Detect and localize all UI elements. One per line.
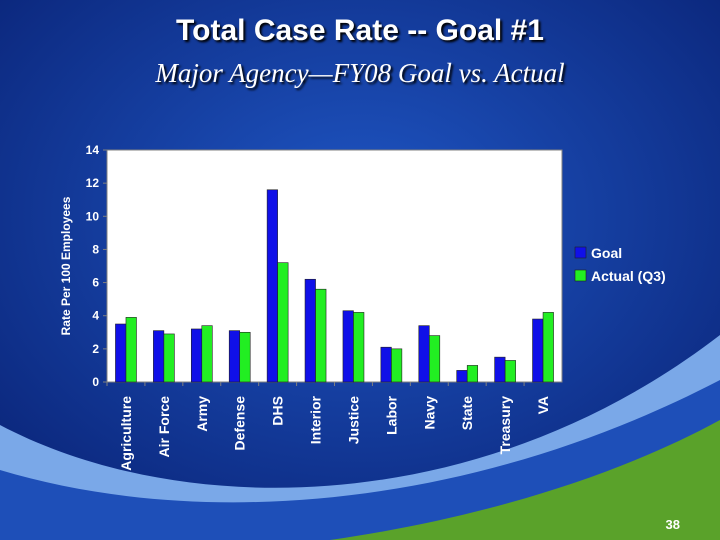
x-tick-label-army: Army <box>194 396 210 432</box>
bar-goal-navy <box>418 325 430 383</box>
x-tick-label-defense: Defense <box>232 396 248 451</box>
bar-actual-treasury <box>504 360 516 383</box>
y-tick-label: 4 <box>92 309 99 323</box>
bar-goal-treasury <box>494 356 506 383</box>
x-tick-label-va: VA <box>535 396 551 414</box>
legend-swatch-goal <box>574 246 587 259</box>
bar-actual-interior <box>315 288 327 383</box>
bar-goal-dhs <box>266 189 278 383</box>
y-tick-label: 2 <box>92 342 99 356</box>
x-tick-label-interior: Interior <box>308 395 324 444</box>
plot-area <box>106 149 563 383</box>
bar-goal-labor <box>380 346 392 383</box>
x-tick-label-air-force: Air Force <box>156 396 172 458</box>
bar-goal-justice <box>342 310 354 383</box>
legend-label-goal: Goal <box>591 245 622 261</box>
legend-label-actual: Actual (Q3) <box>591 268 666 284</box>
bar-goal-state <box>456 370 468 383</box>
slide-subtitle: Major Agency—FY08 Goal vs. Actual <box>155 58 565 88</box>
bar-goal-va <box>532 318 544 383</box>
slide-title: Total Case Rate -- Goal #1 <box>176 14 544 47</box>
x-tick-label-treasury: Treasury <box>497 396 513 455</box>
legend-swatch-actual <box>574 269 587 282</box>
y-tick-label: 10 <box>86 209 100 223</box>
y-tick-label: 6 <box>92 276 99 290</box>
x-tick-label-dhs: DHS <box>270 396 286 426</box>
y-tick-label: 12 <box>86 176 100 190</box>
bar-goal-air-force <box>153 330 165 383</box>
bar-goal-agriculture <box>115 323 127 383</box>
y-tick-label: 8 <box>92 242 99 256</box>
x-tick-label-labor: Labor <box>383 395 399 434</box>
bar-actual-navy <box>428 335 441 383</box>
bar-actual-dhs <box>277 262 289 383</box>
bar-actual-air-force <box>163 333 175 383</box>
bar-goal-interior <box>304 278 316 383</box>
bar-actual-state <box>466 365 479 383</box>
bar-actual-va <box>542 312 554 383</box>
slide-number: 38 <box>665 517 680 532</box>
bar-goal-defense <box>228 330 241 383</box>
bar-actual-army <box>201 325 213 383</box>
y-axis-label: Rate Per 100 Employees <box>59 196 73 335</box>
bar-actual-justice <box>353 312 365 383</box>
bar-actual-defense <box>239 331 251 383</box>
x-tick-label-state: State <box>459 396 475 430</box>
bar-actual-agriculture <box>125 317 137 383</box>
bar-goal-army <box>190 328 203 383</box>
x-tick-label-agriculture: Agriculture <box>118 396 134 471</box>
y-tick-label: 14 <box>86 143 100 157</box>
swoosh-green-band <box>330 420 720 540</box>
x-tick-label-justice: Justice <box>345 396 361 444</box>
x-tick-label-navy: Navy <box>421 396 437 430</box>
bar-actual-labor <box>391 348 403 383</box>
y-tick-label: 0 <box>92 375 99 389</box>
